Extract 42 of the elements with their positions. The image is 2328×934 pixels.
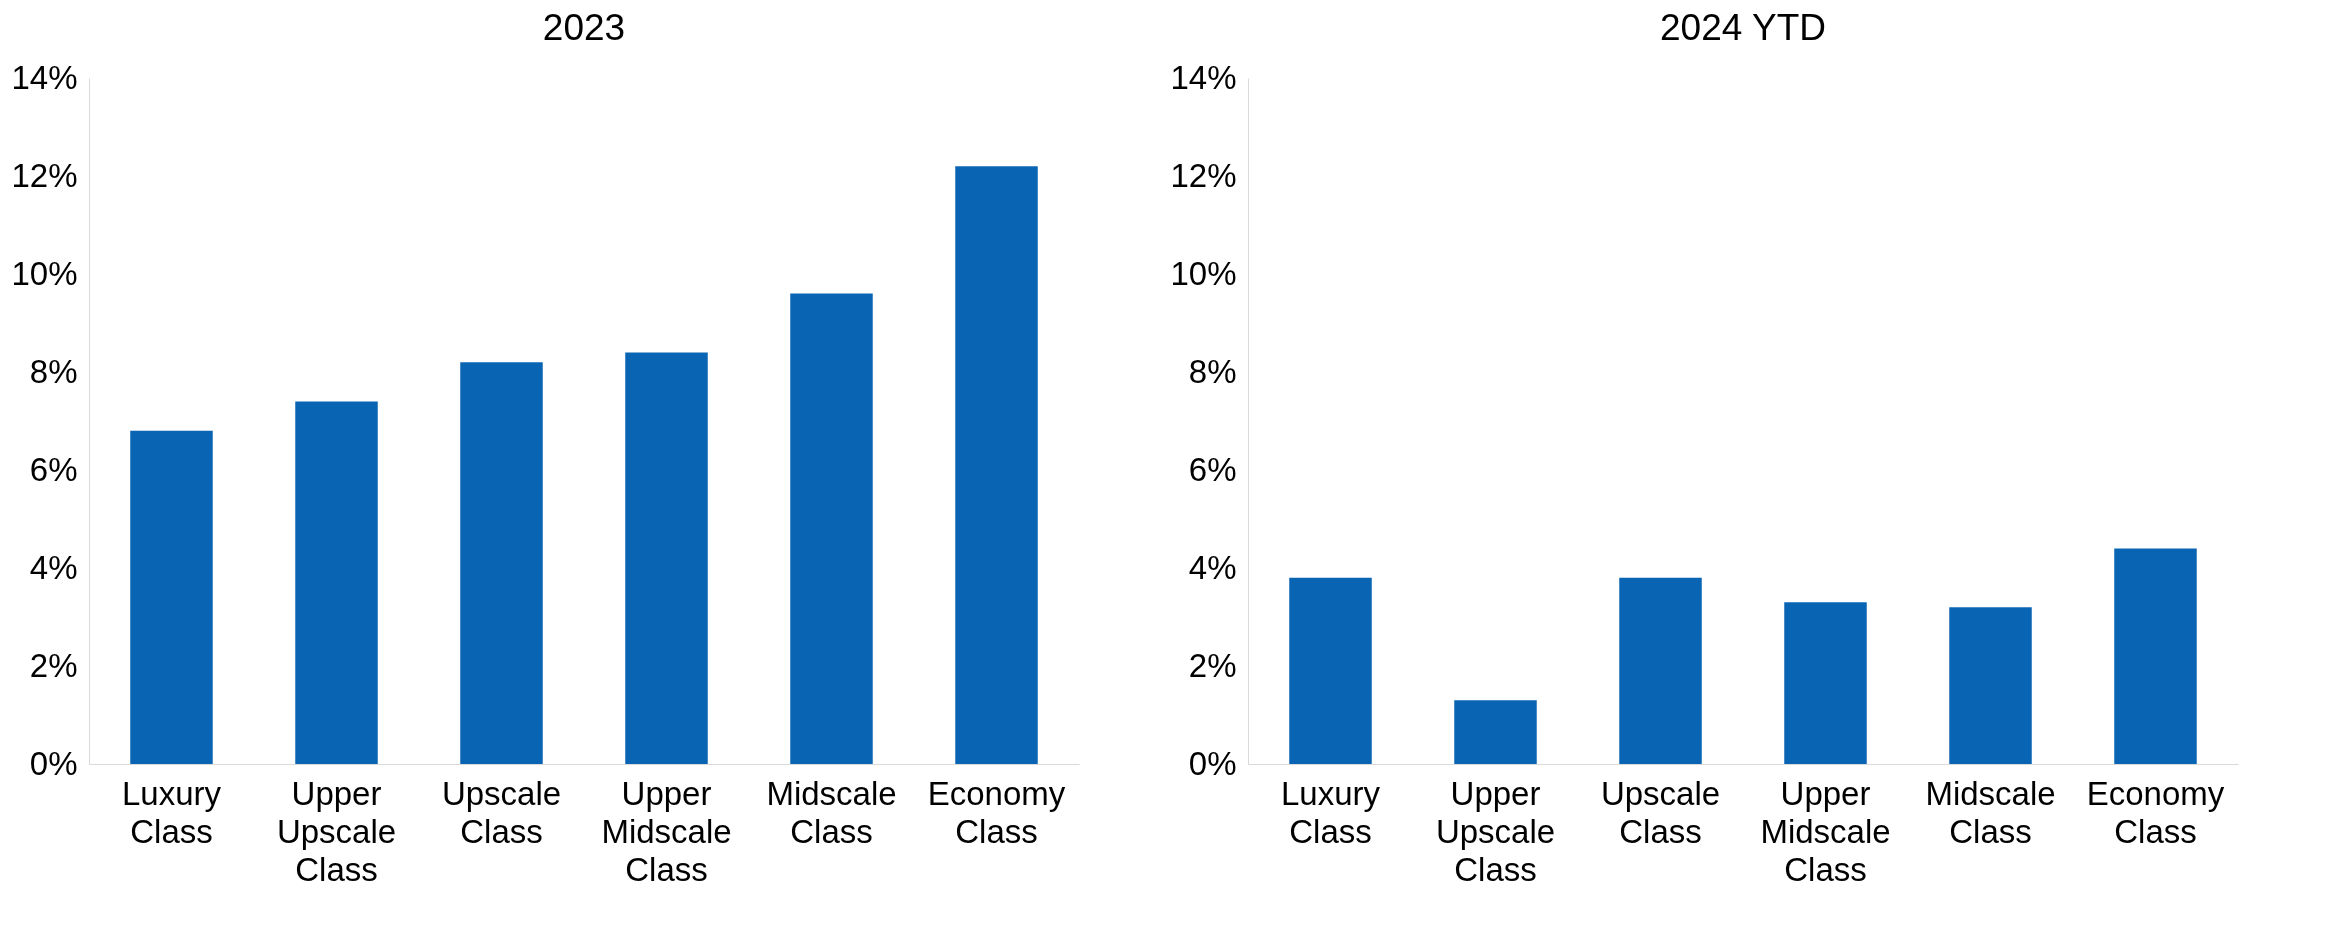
- bar: [1784, 602, 1867, 764]
- y-tick-label: 0%: [29, 744, 78, 782]
- y-tick-label: 14%: [1170, 58, 1237, 96]
- y-tick-label: 6%: [29, 450, 78, 488]
- chart-title: 2023: [542, 7, 626, 48]
- y-tick-label: 2%: [29, 646, 78, 684]
- x-tick-label: Economy Class: [2086, 774, 2225, 850]
- bar: [625, 352, 708, 764]
- y-tick-label: 4%: [1188, 548, 1237, 586]
- y-tick-label: 2%: [1188, 646, 1237, 684]
- x-tick-label: Upper Midscale Class: [1760, 774, 1891, 888]
- bar: [955, 166, 1038, 764]
- bar: [1619, 577, 1702, 764]
- bar: [130, 430, 213, 764]
- x-tick-label: Luxury Class: [1280, 774, 1381, 850]
- bar: [1454, 700, 1537, 764]
- bar: [790, 293, 873, 764]
- y-tick-label: 12%: [1170, 156, 1237, 194]
- y-tick-label: 10%: [1170, 254, 1237, 292]
- y-tick-label: 10%: [11, 254, 78, 292]
- x-tick-label: Midscale Class: [1925, 774, 2056, 850]
- x-tick-label: Upscale Class: [1600, 774, 1721, 850]
- bar: [2114, 548, 2197, 764]
- bar: [295, 401, 378, 764]
- x-tick-label: Upper Midscale Class: [601, 774, 732, 888]
- x-tick-label: Upscale Class: [441, 774, 562, 850]
- y-tick-label: 14%: [11, 58, 78, 96]
- y-tick-label: 4%: [29, 548, 78, 586]
- y-tick-label: 12%: [11, 156, 78, 194]
- bar: [460, 362, 543, 764]
- x-tick-label: Midscale Class: [766, 774, 897, 850]
- y-tick-label: 0%: [1188, 744, 1237, 782]
- chart-title: 2024 YTD: [1660, 7, 1826, 48]
- y-tick-label: 6%: [1188, 450, 1237, 488]
- bar: [1289, 577, 1372, 764]
- y-tick-label: 8%: [1188, 352, 1237, 390]
- x-tick-label: Upper Upscale Class: [276, 774, 397, 888]
- x-tick-label: Upper Upscale Class: [1435, 774, 1556, 888]
- y-tick-label: 8%: [29, 352, 78, 390]
- x-tick-label: Luxury Class: [121, 774, 222, 850]
- bar: [1949, 607, 2032, 764]
- x-tick-label: Economy Class: [927, 774, 1066, 850]
